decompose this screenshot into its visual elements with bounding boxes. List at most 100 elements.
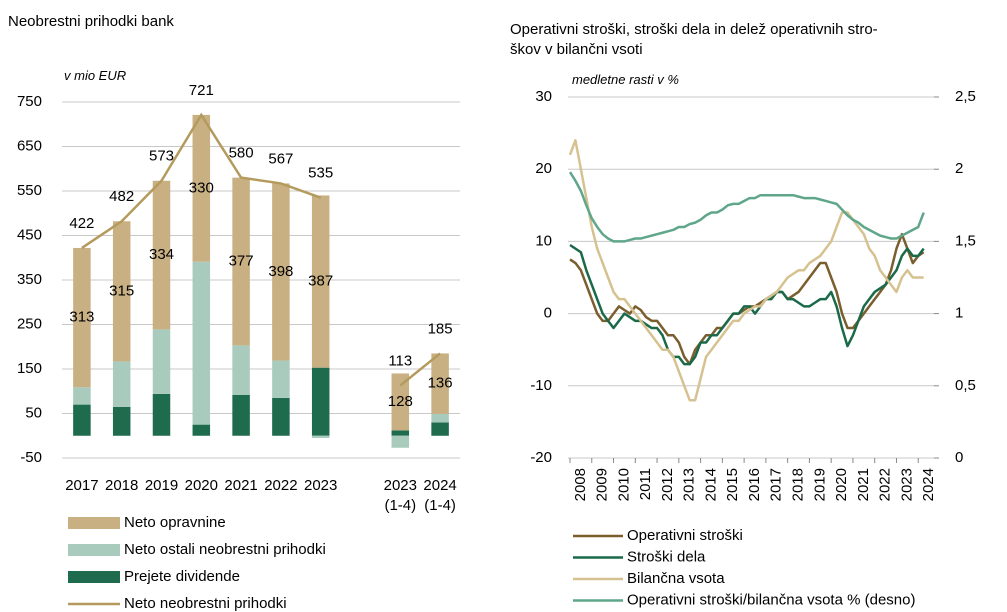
bar-segment	[152, 329, 171, 394]
x-tick-label: 2017	[768, 468, 785, 501]
y2-tick-label: 0	[955, 449, 963, 466]
bar-segment	[232, 345, 250, 395]
data-label: 573	[149, 148, 174, 165]
chart-title: Neobrestni prihodki bank	[8, 13, 174, 30]
legend-label: Bilančna vsota	[627, 570, 725, 587]
y-tick-label: 250	[17, 315, 42, 332]
data-label: 535	[308, 165, 333, 182]
chart-subtitle: medletne rasti v %	[572, 72, 679, 87]
x-tick-label: 2021	[855, 468, 872, 501]
bar-segment	[272, 397, 290, 436]
x-tick-label: 2023	[898, 468, 915, 501]
bar-segment	[73, 247, 91, 388]
bar-segment	[391, 373, 410, 431]
y-tick-label: 650	[17, 137, 42, 154]
y-tick-label: -10	[530, 377, 552, 394]
chart-subtitle: v mio EUR	[64, 68, 127, 83]
legend-swatch	[68, 571, 120, 583]
y-tick-label: 750	[17, 93, 42, 110]
x-tick-label: 2022	[264, 477, 298, 494]
x-tick-label: 2019	[811, 468, 828, 501]
data-label: 330	[189, 179, 214, 196]
y2-tick-label: 1,5	[955, 232, 976, 249]
legend-label: Neto ostali neobrestni prihodki	[124, 541, 326, 558]
y2-tick-label: 2,5	[955, 88, 976, 105]
x-tick-label: 2010	[615, 468, 632, 501]
data-label: 334	[149, 246, 174, 263]
line-series	[568, 139, 924, 402]
bar-segment	[152, 180, 171, 330]
y2-tick-label: 1	[955, 305, 963, 322]
bar-segment	[391, 430, 410, 436]
x-tick-label: 2008	[572, 468, 589, 501]
x-tick-label: 2017	[65, 477, 99, 494]
bar-segment	[73, 387, 91, 405]
line-series	[569, 243, 925, 366]
data-label: 567	[268, 150, 293, 167]
x-tick-label: 2020	[184, 477, 218, 494]
bar-segment	[311, 367, 330, 436]
x-tick-label: 2013	[681, 468, 698, 501]
x-tick-label: 2020	[833, 468, 850, 501]
x-tick-label: 2021	[224, 477, 258, 494]
y-tick-label: 550	[17, 182, 42, 199]
bar-segment	[192, 261, 211, 425]
x-tick-label: 2022	[877, 468, 894, 501]
x-tick-label: 2023 (1-4)	[383, 477, 417, 514]
bar-segment	[152, 393, 171, 436]
data-label: 313	[69, 309, 94, 326]
y-tick-label: 150	[17, 360, 42, 377]
y2-tick-label: 2	[955, 160, 963, 177]
bar-segment	[112, 406, 131, 436]
y-tick-label: -20	[530, 449, 552, 466]
y-tick-label: -50	[20, 449, 42, 466]
x-tick-label: 2023	[304, 477, 338, 494]
y-tick-label: 20	[535, 160, 552, 177]
bar-segment	[272, 183, 290, 361]
legend-label: Prejete dividende	[124, 568, 240, 585]
y-tick-label: 10	[535, 232, 552, 249]
data-label: 185	[428, 320, 453, 337]
data-label: 398	[268, 263, 293, 280]
bar-segment	[272, 360, 290, 398]
data-label: 422	[69, 215, 94, 232]
bar-segment	[192, 114, 211, 262]
x-tick-label: 2011	[637, 468, 654, 500]
y2-tick-label: 0,5	[955, 377, 976, 394]
bar-segment	[311, 435, 330, 438]
bar-segment	[431, 422, 449, 436]
data-label: 580	[229, 145, 254, 162]
legend-label: Stroški dela	[627, 548, 706, 565]
bar-segment	[192, 424, 211, 436]
x-tick-label: 2016	[746, 468, 763, 501]
data-label: 113	[388, 352, 412, 369]
data-label: 128	[388, 393, 413, 410]
x-tick-label: 2018	[105, 477, 139, 494]
data-label: 482	[109, 188, 134, 205]
bar-segment	[431, 353, 449, 414]
bar-segment	[431, 413, 449, 423]
y-tick-label: 30	[535, 88, 552, 105]
y-tick-label: 0	[544, 305, 552, 322]
y-tick-label: 450	[17, 226, 42, 243]
data-label: 136	[428, 375, 453, 392]
x-tick-label: 2012	[659, 468, 676, 501]
x-tick-label: 2015	[724, 468, 741, 501]
y-tick-label: 350	[17, 271, 42, 288]
legend-label: Neto neobrestni prihodki	[124, 595, 287, 612]
line-series	[81, 112, 441, 387]
data-label: 315	[109, 282, 134, 299]
x-tick-label: 2024 (1-4)	[423, 477, 457, 514]
bar-segment	[112, 361, 131, 407]
legend-swatch	[68, 517, 120, 529]
chart-title: Operativni stroški, stroški dela in dele…	[510, 21, 878, 58]
data-label: 721	[189, 82, 214, 99]
line-series	[569, 232, 925, 366]
data-label: 377	[229, 253, 254, 270]
y-tick-label: 50	[25, 404, 42, 421]
bar-segment	[232, 177, 250, 346]
x-tick-label: 2018	[789, 468, 806, 501]
legend-label: Operativni stroški	[627, 527, 743, 544]
